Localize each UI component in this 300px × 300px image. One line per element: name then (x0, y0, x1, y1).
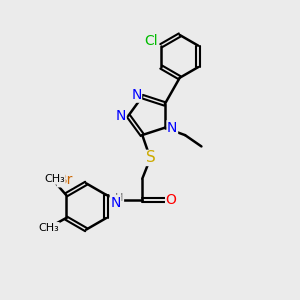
Text: N: N (110, 196, 121, 209)
Text: O: O (166, 193, 176, 207)
Text: N: N (131, 88, 142, 102)
Text: CH₃: CH₃ (44, 174, 65, 184)
Text: N: N (167, 121, 178, 135)
Text: N: N (116, 109, 126, 123)
Text: Br: Br (57, 173, 73, 187)
Text: S: S (146, 150, 156, 165)
Text: Cl: Cl (144, 34, 158, 48)
Text: H: H (115, 193, 124, 203)
Text: CH₃: CH₃ (38, 223, 59, 232)
